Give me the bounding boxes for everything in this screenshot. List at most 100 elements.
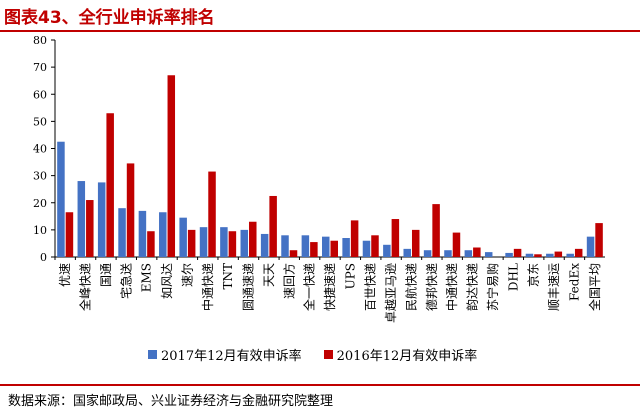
bar-2016: [534, 254, 542, 257]
bar-2017: [199, 227, 208, 257]
bar-2016: [391, 219, 400, 257]
y-tick-label: 0: [40, 251, 47, 264]
x-tick-label: 国通: [99, 263, 113, 287]
bar-2017: [97, 182, 106, 257]
page-title: 图表43、全行业申诉率排名: [4, 8, 215, 28]
x-tick-label: 快捷速递: [323, 263, 337, 311]
bar-2017: [566, 253, 574, 257]
x-tick-label: 速回方: [281, 263, 296, 299]
bar-2017: [342, 238, 350, 257]
source-bar: 数据来源：国家邮政局、兴业证券经济与金融研究院整理: [0, 384, 640, 411]
bar-2016: [330, 240, 338, 257]
bar-2016: [452, 232, 461, 257]
x-tick-label: 卓越亚马逊: [384, 263, 398, 323]
bar-2016: [147, 231, 155, 257]
y-tick-label: 70: [33, 61, 47, 74]
x-tick-label: DHL: [506, 263, 520, 291]
bar-2016: [187, 229, 196, 257]
x-tick-label: 优速: [58, 263, 72, 287]
x-tick-label: 全一快递: [302, 263, 317, 311]
bar-2016: [289, 250, 298, 257]
x-tick-label: 德邦快递: [424, 263, 439, 311]
y-tick-label: 60: [33, 88, 47, 101]
bar-2016: [86, 200, 94, 257]
x-tick-label: 苏宁易购: [485, 263, 500, 311]
bar-2016: [269, 195, 277, 257]
legend-swatch-2016: [323, 349, 333, 359]
bar-2017: [586, 236, 595, 257]
x-tick-label: 百世快递: [364, 263, 378, 311]
x-tick-label: 全峰快递: [78, 263, 93, 311]
x-tick-label: 天天: [262, 263, 276, 287]
title-bar: 图表43、全行业申诉率排名: [0, 0, 640, 32]
x-tick-label: TNT: [221, 263, 235, 290]
x-tick-label: 韵达快递: [465, 263, 480, 311]
bar-2017: [301, 235, 310, 257]
bar-2017: [505, 252, 513, 257]
legend-item-2017: 2017年12月有效申诉率: [148, 345, 302, 364]
bar-2017: [403, 248, 411, 257]
x-tick-label: 中通快递: [200, 263, 215, 311]
x-tick-label: UPS: [343, 263, 357, 289]
x-tick-label: 如风达: [159, 263, 174, 299]
bar-2017: [281, 235, 289, 257]
bar-2016: [371, 235, 379, 257]
legend-swatch-2017: [148, 349, 157, 359]
bar-2016: [249, 221, 257, 257]
bar-2016: [228, 231, 237, 257]
bar-2017: [138, 210, 147, 257]
x-tick-label: 宅急送: [118, 263, 133, 299]
y-tick-label: 20: [33, 197, 47, 210]
y-tick-label: 50: [33, 115, 47, 128]
x-tick-label: 全国平均: [587, 263, 602, 311]
x-tick-label: 京东: [527, 263, 541, 287]
legend-item-2016: 2016年12月有效申诉率: [323, 345, 478, 364]
x-tick-label: EMS: [140, 263, 154, 292]
bar-2017: [444, 250, 452, 257]
bar-2016: [167, 75, 176, 257]
source-note: 数据来源：国家邮政局、兴业证券经济与金融研究院整理: [8, 394, 334, 409]
bar-2016: [432, 204, 440, 257]
bar-2017: [240, 229, 249, 257]
bar-2017: [57, 141, 65, 257]
bar-2017: [322, 236, 330, 257]
bar-2016: [473, 247, 481, 257]
bar-2017: [77, 181, 86, 257]
legend-label-2017: 2017年12月有效申诉率: [161, 348, 302, 364]
bar-2016: [208, 171, 216, 257]
bar-2017: [464, 250, 473, 257]
y-tick-label: 40: [33, 143, 47, 156]
bar-2016: [574, 248, 583, 257]
bar-2017: [423, 250, 432, 257]
bar-2017: [159, 212, 167, 257]
bar-2016: [350, 220, 359, 257]
bar-2016: [310, 242, 318, 257]
bar-2017: [220, 227, 228, 257]
bar-2016: [65, 212, 74, 257]
bar-2016: [411, 229, 420, 257]
bar-2017: [546, 253, 554, 257]
legend-label-2016: 2016年12月有效申诉率: [336, 348, 478, 364]
bar-2017: [383, 244, 391, 257]
x-tick-label: 顺丰速运: [547, 263, 561, 311]
y-tick-label: 80: [33, 34, 47, 47]
bar-2017: [525, 253, 534, 257]
bar-2017: [260, 233, 269, 257]
chart-legend: 2017年12月有效申诉率 2016年12月有效申诉率: [148, 344, 499, 364]
x-tick-label: 民航快递: [403, 263, 418, 311]
bar-2016: [595, 223, 603, 257]
x-tick-label: 中通快递: [444, 263, 459, 311]
bar-2017: [362, 240, 371, 257]
bar-2017: [179, 217, 187, 257]
x-tick-label: FedEx: [567, 263, 581, 301]
x-tick-label: 速尔: [179, 263, 194, 287]
y-tick-label: 10: [33, 224, 47, 237]
bar-2017: [118, 208, 126, 257]
x-tick-label: 圆通速递: [242, 263, 256, 311]
bar-2017: [484, 252, 493, 257]
bar-2016: [106, 113, 114, 257]
bar-2016: [513, 248, 522, 257]
bar-2016: [126, 163, 135, 257]
y-tick-label: 30: [33, 170, 47, 183]
